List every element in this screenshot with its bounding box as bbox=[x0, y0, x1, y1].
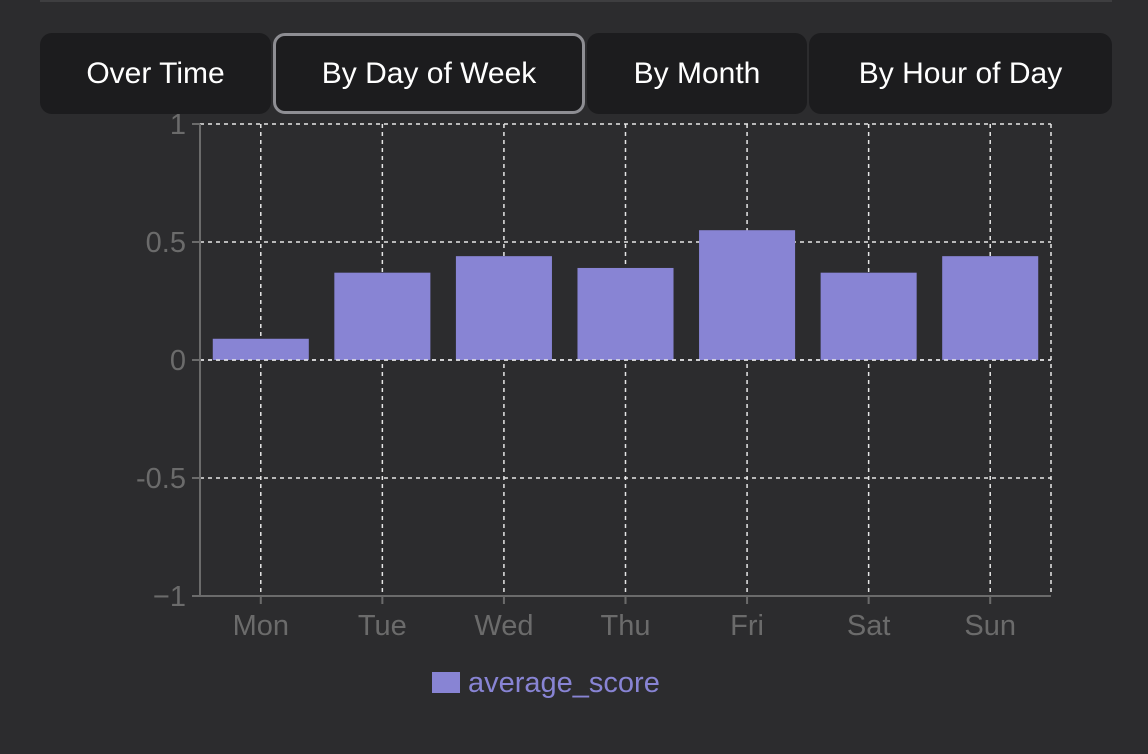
tab-by-hour-of-day[interactable]: By Hour of Day bbox=[809, 33, 1112, 114]
tab-over-time[interactable]: Over Time bbox=[40, 33, 271, 114]
y-tick-label: −1 bbox=[153, 581, 186, 613]
x-tick-label: Tue bbox=[358, 610, 407, 642]
x-tick-label: Wed bbox=[474, 610, 533, 642]
legend-swatch bbox=[432, 672, 460, 693]
bar-mon bbox=[212, 338, 309, 360]
tab-by-month[interactable]: By Month bbox=[587, 33, 807, 114]
x-tick-label: Mon bbox=[233, 610, 289, 642]
x-tick-label: Sun bbox=[964, 610, 1016, 642]
legend[interactable]: average_score bbox=[432, 667, 660, 699]
bars bbox=[200, 230, 1051, 361]
y-tick-label: 0.5 bbox=[146, 227, 186, 259]
bar-fri bbox=[699, 230, 796, 360]
x-tick-label: Thu bbox=[601, 610, 651, 642]
top-divider bbox=[40, 0, 1112, 2]
tab-by-day-of-week[interactable]: By Day of Week bbox=[273, 33, 585, 114]
legend-label: average_score bbox=[468, 667, 660, 699]
axes: −1 -0.5 0 0.5 1 Mon Tue Wed Thu Fri Sat Sun bbox=[136, 109, 1051, 642]
x-tick-label: Sat bbox=[847, 610, 891, 642]
view-tabs: Over Time By Day of Week By Month By Hou… bbox=[40, 33, 1112, 114]
chart-container: −1 -0.5 0 0.5 1 Mon Tue Wed Thu Fri Sat Sun average… bbox=[0, 109, 1148, 710]
y-tick-label: 0 bbox=[170, 345, 186, 377]
bar-sun bbox=[942, 256, 1039, 360]
bar-wed bbox=[455, 256, 552, 360]
bar-thu bbox=[577, 267, 674, 360]
x-tick-label: Fri bbox=[730, 610, 764, 642]
bar-sat bbox=[820, 272, 917, 360]
bar-tue bbox=[334, 272, 431, 360]
y-tick-label: 1 bbox=[170, 110, 186, 141]
y-tick-label: -0.5 bbox=[136, 463, 186, 495]
bar-chart: −1 -0.5 0 0.5 1 Mon Tue Wed Thu Fri Sat Sun average… bbox=[136, 109, 1052, 699]
